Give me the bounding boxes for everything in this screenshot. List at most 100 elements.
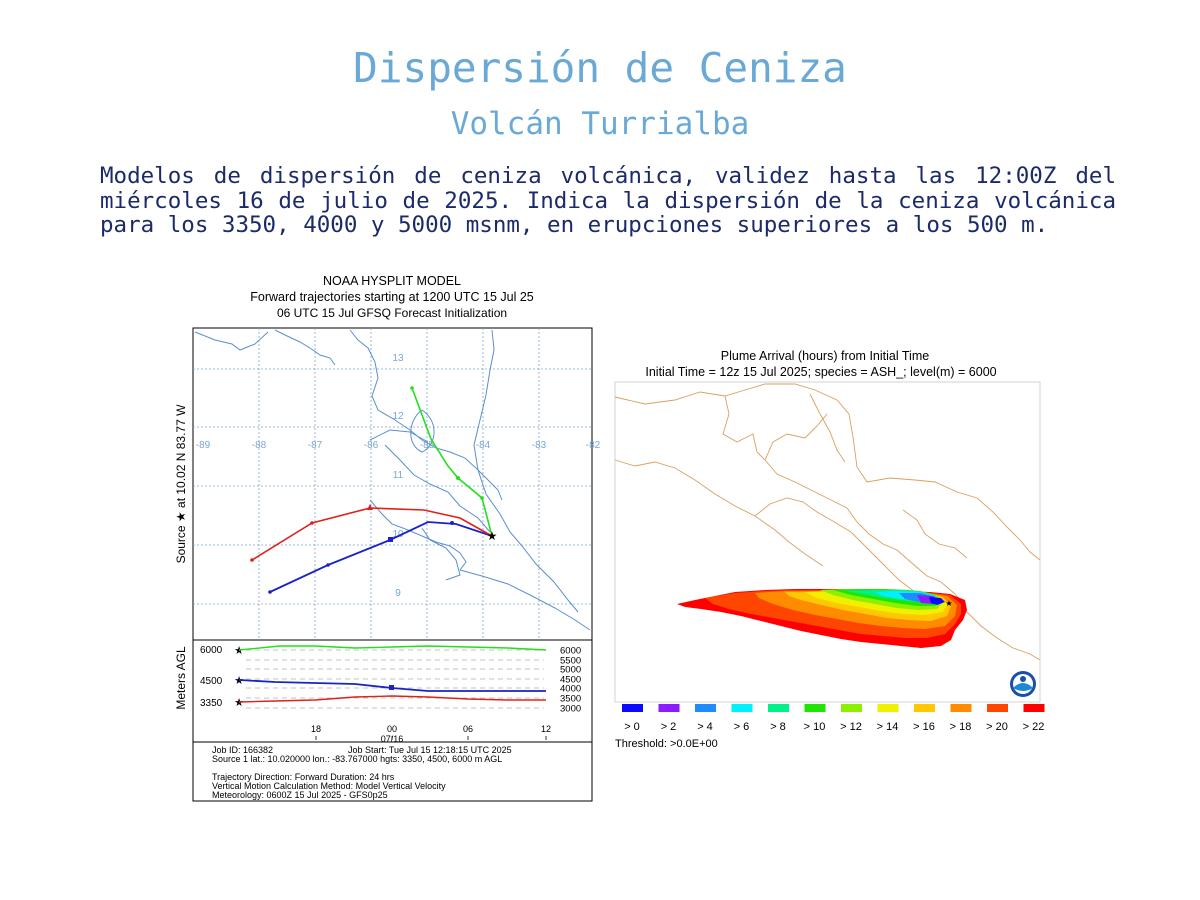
trajectory-3350m [251,507,493,561]
longitude-label: -86 [364,440,379,451]
legend-swatch [914,704,935,712]
height-trace-3350m [238,695,546,703]
height-right-label: 6000 [560,646,581,657]
vertical-motion-method: Vertical Motion Calculation Method: Mode… [212,781,446,791]
traj-title-1: NOAA HYSPLIT MODEL [323,274,461,288]
legend-label: > 18 [950,721,972,733]
latitude-label: 12 [392,411,404,422]
height-trace-6000m [238,645,547,651]
time-tick-label: 12 [541,724,551,734]
latitude-label: 10 [392,529,404,540]
longitude-label: -83 [532,440,547,451]
traj-3350-marker [310,521,314,525]
legend-label: > 22 [1023,721,1045,733]
date-label: 07/16 [381,734,404,744]
plume-title-1: Plume Arrival (hours) from Initial Time [721,349,929,363]
trajectory-figure: NOAA HYSPLIT MODEL Forward trajectories … [174,274,600,802]
legend-swatch [877,704,899,712]
height-right-label: 3500 [560,694,581,705]
traj-4500-marker [389,685,394,690]
latitude-label: 11 [393,470,404,481]
traj-3350-marker [250,558,254,562]
trajectory-lines: ★ [250,386,497,594]
height-right-label: 5000 [560,665,581,676]
time-tick-label: 00 [387,724,397,734]
ash-plume: ★ [677,589,967,648]
height-axis-label: Meters AGL [174,646,188,710]
legend-swatch [622,704,643,712]
legend-label: > 2 [661,721,677,733]
height-left-label: 3350 [200,698,223,709]
longitude-label: -88 [252,440,267,451]
plume-map-frame [614,381,1041,703]
page-subtitle: Volcán Turrialba [450,106,750,142]
legend-label: > 14 [877,721,899,733]
longitude-label: -84 [476,440,491,451]
source-star-icon: ★ [234,645,244,657]
noaa-logo [1010,671,1036,697]
traj-6000-marker [456,476,460,480]
meteorology: Meteorology: 0600Z 15 Jul 2025 - GFS0p25 [212,790,388,800]
info-box [192,741,593,802]
time-tick-label: 18 [311,724,321,734]
description-text: Modelos de dispersión de ceniza volcánic… [100,163,1116,238]
legend-swatch [950,704,972,712]
height-right-label: 3000 [560,704,581,715]
job-start: Job Start: Tue Jul 15 12:18:15 UTC 2025 [348,745,512,755]
legend-label: > 16 [913,721,935,733]
trajectory-direction: Trajectory Direction: Forward Duration: … [212,772,395,782]
trajectory-map-frame [192,327,593,641]
legend-label: > 4 [697,721,713,733]
legend-label: > 8 [770,721,786,733]
plume-contour-gt-0 [929,597,945,605]
page-title: Dispersión de Ceniza [353,44,847,92]
source-star-icon: ★ [945,599,952,608]
traj-3350-marker [367,504,373,510]
time-tick-label: 06 [463,724,473,734]
traj-6000-marker [480,496,484,500]
legend-label: > 10 [804,721,826,733]
longitude-label: -89 [196,440,211,451]
legend-label: > 0 [624,721,640,733]
plume-arrival-figure: Plume Arrival (hours) from Initial Time … [614,349,1045,750]
trajectory-6000m [411,387,493,537]
height-left-label: 4500 [200,676,223,687]
traj-title-3: 06 UTC 15 Jul GFSQ Forecast Initializati… [277,306,507,320]
legend-label: > 12 [840,721,862,733]
latitude-label: 9 [395,588,401,599]
source-star-icon: ★ [487,529,498,543]
traj-4500-marker [388,537,393,542]
legend-swatch [731,704,753,712]
legend-swatch [987,704,1008,712]
source-star-icon: ★ [234,675,244,687]
legend-swatch [695,704,716,712]
lat-lon-grid: -89 -88 -87 -86 -85 -84 -83 -82 13 12 11 10 9 [193,328,600,640]
legend-swatch [768,704,789,712]
coastline [194,329,591,631]
threshold-label: Threshold: >0.0E+00 [615,738,718,750]
longitude-label: -82 [586,440,600,451]
plume-legend: > 0 > 2 > 4 > 6 > 8 > 10 > 12 > 14 > 16 > 18 > 20 >… [622,704,1045,733]
longitude-label: -85 [420,440,435,451]
traj-6000-marker [410,386,414,390]
height-right-label: 4000 [560,684,581,695]
source-label: Source ★ at 10.02 N 83.77 W [174,404,188,564]
legend-swatch [841,704,862,712]
traj-title-2: Forward trajectories starting at 1200 UT… [250,290,534,304]
latitude-label: 13 [392,353,404,364]
height-right-label: 5500 [560,656,581,667]
legend-label: > 6 [734,721,750,733]
height-left-label: 6000 [200,645,223,656]
legend-swatch [804,704,826,712]
plume-title-2: Initial Time = 12z 15 Jul 2025; species … [645,365,996,379]
traj-4500-marker [450,521,454,525]
source-star-icon: ★ [234,697,244,709]
legend-swatch [658,704,680,712]
legend-label: > 20 [986,721,1008,733]
height-right-label: 4500 [560,675,581,686]
traj-4500-marker [326,563,330,567]
job-id: Job ID: 166382 [212,745,273,755]
longitude-label: -87 [308,440,323,451]
legend-swatch [1023,704,1045,712]
